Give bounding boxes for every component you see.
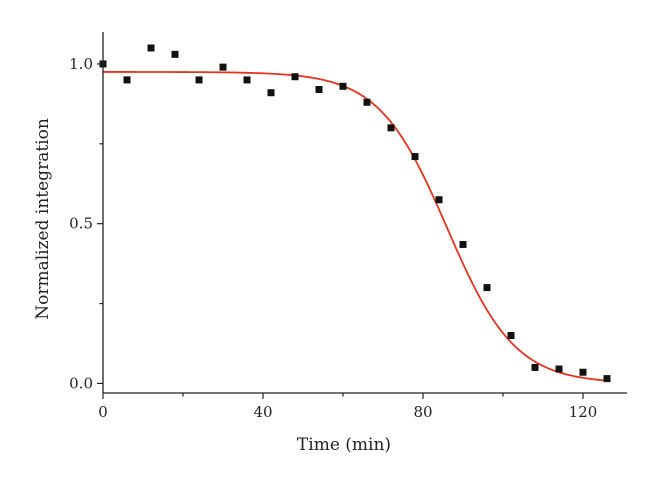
data-point — [411, 153, 419, 161]
data-point — [195, 76, 203, 84]
data-point — [483, 284, 491, 292]
plot-area — [99, 44, 611, 383]
x-tick-label: 80 — [413, 403, 432, 421]
data-point — [603, 375, 611, 383]
data-point — [291, 73, 299, 81]
y-axis-ticks: 0.0 0.5 1.0 — [69, 55, 103, 392]
axes: 0 40 80 120 0.0 0.5 1.0 — [69, 32, 627, 421]
data-point — [459, 240, 467, 248]
x-tick-label: 120 — [569, 403, 598, 421]
data-point — [363, 98, 371, 106]
data-point — [267, 89, 275, 97]
data-point — [243, 76, 251, 84]
x-tick-label: 0 — [98, 403, 108, 421]
y-tick-label: 0.0 — [69, 374, 93, 392]
x-axis-ticks: 0 40 80 120 — [98, 393, 597, 421]
y-axis-title: Normalized integration — [33, 118, 53, 320]
data-point — [555, 365, 563, 373]
data-point — [507, 332, 515, 339]
data-points-layer — [99, 44, 611, 383]
fit-curve-layer — [103, 71, 608, 382]
data-point — [171, 50, 179, 58]
data-point — [531, 363, 539, 371]
fit-curve — [103, 71, 608, 382]
data-point — [147, 44, 155, 52]
data-point — [579, 368, 587, 376]
data-point — [123, 76, 131, 84]
y-tick-label: 1.0 — [69, 55, 93, 73]
data-point — [219, 63, 227, 71]
data-point — [387, 124, 395, 132]
data-point — [315, 86, 323, 93]
x-axis-title: Time (min) — [297, 435, 391, 455]
data-point — [435, 196, 443, 204]
data-point — [339, 82, 347, 90]
y-tick-label: 0.5 — [69, 215, 93, 233]
x-tick-label: 40 — [253, 403, 272, 421]
